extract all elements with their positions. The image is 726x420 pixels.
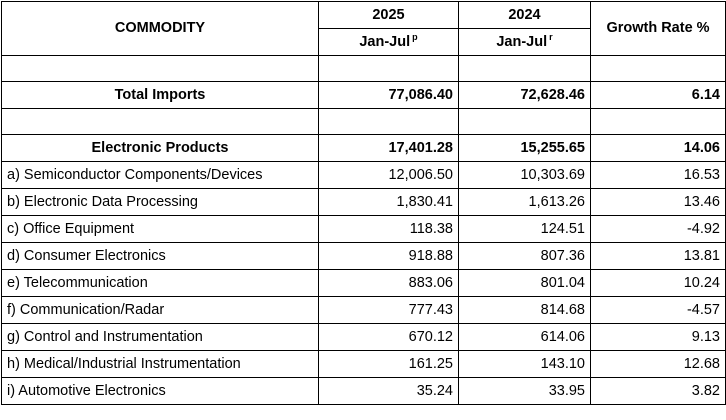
value-2025: 12,006.50 — [318, 161, 459, 189]
year-2025-header: 2025 — [318, 1, 459, 29]
growth-value: 13.46 — [590, 188, 726, 216]
electronic-products-row: Electronic Products 17,401.28 15,255.65 … — [1, 134, 726, 162]
value-2025: 883.06 — [318, 269, 459, 297]
value-2025: 77,086.40 — [318, 81, 459, 109]
value-2025: 118.38 — [318, 215, 459, 243]
row-label: g) Control and Instrumentation — [1, 323, 319, 351]
table-row: c) Office Equipment 118.38 124.51 -4.92 — [1, 215, 726, 243]
table-row: g) Control and Instrumentation 670.12 614.… — [1, 323, 726, 351]
table-row: e) Telecommunication 883.06 801.04 10.24 — [1, 269, 726, 297]
spacer-row — [1, 55, 726, 82]
row-label: c) Office Equipment — [1, 215, 319, 243]
commodity-header: COMMODITY — [1, 1, 319, 56]
value-2024: 614.06 — [458, 323, 591, 351]
value-2024: 801.04 — [458, 269, 591, 297]
header-row-periods: Jan-Jul p Jan-Jul r — [2, 28, 726, 56]
preliminary-mark: p — [412, 31, 418, 42]
value-2025: 918.88 — [318, 242, 459, 270]
value-2025: 670.12 — [318, 323, 459, 351]
blank-cell — [1, 108, 319, 135]
revised-mark: r — [549, 31, 553, 42]
year-2024-header: 2024 — [458, 1, 591, 29]
value-2025: 17,401.28 — [318, 134, 459, 162]
growth-value: 10.24 — [590, 269, 726, 297]
value-2024: 814.68 — [458, 296, 591, 324]
row-label: e) Telecommunication — [1, 269, 319, 297]
spacer-row — [1, 108, 726, 135]
blank-cell — [1, 55, 319, 82]
row-label: i) Automotive Electronics — [1, 377, 319, 405]
row-label: a) Semiconductor Components/Devices — [1, 161, 319, 189]
table-row: a) Semiconductor Components/Devices 12,00… — [1, 161, 726, 189]
value-2024: 1,613.26 — [458, 188, 591, 216]
growth-rate-header: Growth Rate % — [590, 1, 726, 56]
blank-cell — [458, 108, 591, 135]
row-label: b) Electronic Data Processing — [1, 188, 319, 216]
value-2024: 15,255.65 — [458, 134, 591, 162]
period-2025-label: Jan-Jul — [359, 33, 411, 50]
period-2024-header: Jan-Jul r — [458, 28, 591, 56]
value-2025: 35.24 — [318, 377, 459, 405]
period-2025-header: Jan-Jul p — [318, 28, 459, 56]
growth-value: 9.13 — [590, 323, 726, 351]
value-2024: 124.51 — [458, 215, 591, 243]
value-2024: 33.95 — [458, 377, 591, 405]
blank-cell — [590, 55, 726, 82]
growth-value: 14.06 — [590, 134, 726, 162]
growth-value: -4.92 — [590, 215, 726, 243]
value-2024: 143.10 — [458, 350, 591, 378]
header-row-years: COMMODITY 2025 2024 Growth Rate % — [1, 1, 726, 56]
row-label: Total Imports — [1, 81, 319, 109]
value-2024: 10,303.69 — [458, 161, 591, 189]
value-2025: 1,830.41 — [318, 188, 459, 216]
value-2025: 161.25 — [318, 350, 459, 378]
growth-value: 12.68 — [590, 350, 726, 378]
blank-cell — [458, 55, 591, 82]
growth-value: 13.81 — [590, 242, 726, 270]
row-label: Electronic Products — [1, 134, 319, 162]
growth-value: 3.82 — [590, 377, 726, 405]
period-2024-label: Jan-Jul — [496, 33, 548, 50]
row-label: f) Communication/Radar — [1, 296, 319, 324]
growth-value: 6.14 — [590, 81, 726, 109]
row-label: d) Consumer Electronics — [1, 242, 319, 270]
table-row: h) Medical/Industrial Instrumentation 161… — [1, 350, 726, 378]
table-row: i) Automotive Electronics 35.24 33.95 3.82 — [1, 377, 726, 405]
blank-cell — [318, 55, 459, 82]
value-2024: 807.36 — [458, 242, 591, 270]
value-2025: 777.43 — [318, 296, 459, 324]
table-row: f) Communication/Radar 777.43 814.68 -4.57 — [1, 296, 726, 324]
blank-cell — [318, 108, 459, 135]
row-label: h) Medical/Industrial Instrumentation — [1, 350, 319, 378]
growth-value: -4.57 — [590, 296, 726, 324]
table-row: d) Consumer Electronics 918.88 807.36 13.81 — [1, 242, 726, 270]
table-row: b) Electronic Data Processing 1,830.41 1,6… — [1, 188, 726, 216]
total-imports-row: Total Imports 77,086.40 72,628.46 6.14 — [1, 81, 726, 109]
growth-value: 16.53 — [590, 161, 726, 189]
blank-cell — [590, 108, 726, 135]
value-2024: 72,628.46 — [458, 81, 591, 109]
imports-table: COMMODITY 2025 2024 Growth Rate % Jan-Ju… — [1, 1, 726, 405]
